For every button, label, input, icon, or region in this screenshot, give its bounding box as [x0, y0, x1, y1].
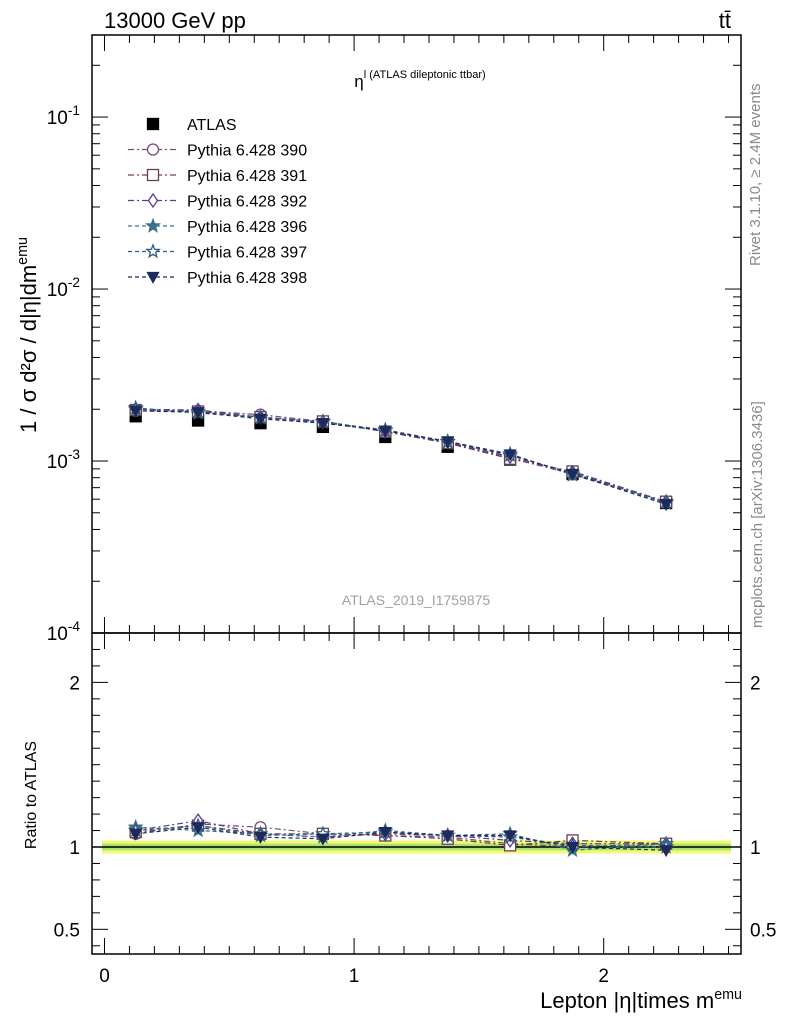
process-label: tt̄ — [719, 8, 731, 33]
legend-label: Pythia 6.428 396 — [187, 219, 307, 236]
legend-marker — [147, 192, 159, 209]
y-axis-label: 1 / σ d²σ / d|η|dmemu — [15, 237, 41, 433]
series-line — [135, 409, 667, 503]
ratio-y-tick-label-right: 0.5 — [750, 920, 776, 941]
legend-label: Pythia 6.428 391 — [187, 168, 307, 185]
data-point — [659, 499, 673, 512]
y-tick-label: 10-2 — [47, 275, 80, 301]
data-point — [129, 405, 143, 418]
legend-marker — [146, 117, 160, 131]
series-line — [135, 410, 667, 503]
ratio-data-point — [378, 827, 392, 840]
data-point — [378, 425, 392, 438]
main-panel: ηl (ATLAS dileptonic ttbar) ATLAS_2019_I… — [15, 34, 742, 645]
series-line — [135, 407, 667, 503]
ratio-data-point — [253, 831, 268, 844]
series-line — [135, 410, 667, 505]
y-tick-label: 10-4 — [47, 619, 81, 645]
y-tick-label: 10-3 — [47, 447, 80, 473]
ratio-y-tick-label: 1 — [69, 838, 80, 859]
series-line — [135, 408, 667, 504]
legend-label: Pythia 6.428 397 — [187, 245, 307, 262]
x-axis-label: Lepton |η|times memu — [540, 987, 742, 1013]
data-point — [316, 418, 330, 431]
main-title: ηl (ATLAS dileptonic ttbar) — [354, 69, 485, 91]
legend-label: Pythia 6.428 392 — [187, 194, 307, 211]
data-point — [441, 436, 455, 449]
data-point — [253, 413, 268, 426]
legend-marker — [146, 168, 160, 182]
ratio-data-point — [503, 830, 517, 843]
ratio-series-line — [135, 820, 667, 845]
ratio-y-tick-label-right: 2 — [750, 673, 761, 694]
ratio-data-point — [659, 845, 673, 858]
legend-marker — [146, 143, 160, 156]
legend-label: Pythia 6.428 398 — [187, 270, 307, 287]
legend-label: ATLAS — [187, 117, 237, 134]
x-tick-label: 0 — [99, 966, 110, 987]
watermark: ATLAS_2019_I1759875 — [342, 592, 491, 608]
legend-marker — [146, 271, 160, 284]
legend-marker — [145, 217, 161, 233]
y-tick-label: 10-1 — [47, 103, 80, 129]
x-tick-label: 1 — [349, 966, 360, 987]
data-point — [503, 449, 517, 462]
ratio-data-point — [565, 841, 580, 854]
ratio-y-tick-label: 0.5 — [54, 920, 80, 941]
ratio-y-axis-label: Ratio to ATLAS — [23, 741, 40, 849]
ratio-data-point — [129, 828, 143, 841]
energy-label: 13000 GeV pp — [104, 8, 246, 33]
ratio-frame — [91, 632, 742, 955]
x-tick-label: 2 — [598, 966, 609, 987]
rivet-label: Rivet 3.1.10, ≥ 2.4M events — [747, 84, 764, 267]
ratio-y-tick-label-right: 1 — [750, 838, 761, 859]
legend-label: Pythia 6.428 390 — [187, 143, 307, 160]
ratio-data-point — [441, 830, 455, 843]
mcplots-label: mcplots.cern.ch [arXiv:1306.3436] — [749, 401, 766, 628]
data-point — [191, 407, 205, 420]
ratio-data-point — [316, 833, 330, 846]
legend: ATLAS Pythia 6.428 390 Pythia 6.428 391 Pyt… — [128, 117, 307, 287]
legend-marker — [145, 243, 161, 259]
data-point — [565, 468, 580, 481]
series-line — [135, 408, 667, 503]
ratio-panel: Ratio to ATLAS 0.5 0.5 1 1 2 2 0 1 2 Lepton |η|t… — [23, 632, 776, 1013]
ratio-data-point — [191, 822, 205, 835]
ratio-y-tick-label: 2 — [69, 673, 80, 694]
